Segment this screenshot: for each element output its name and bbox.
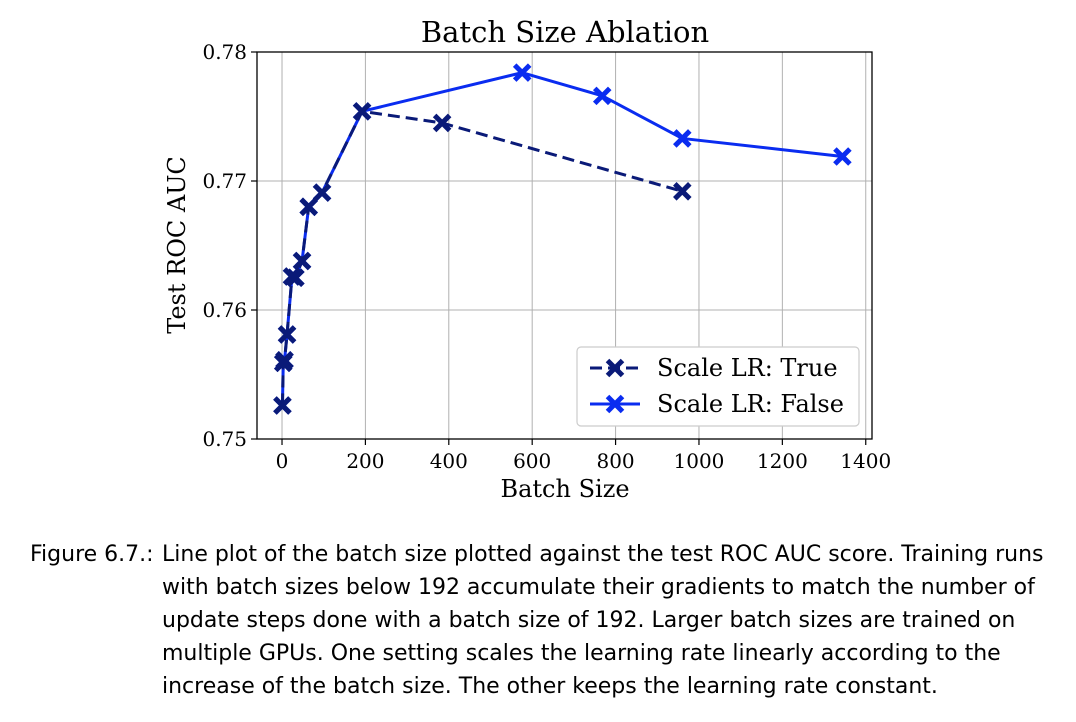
- x-tick-label: 1200: [757, 449, 808, 473]
- y-tick-label: 0.75: [202, 427, 247, 451]
- x-tick-label: 0: [276, 449, 289, 473]
- x-tick-label: 400: [430, 449, 468, 473]
- data-point: [432, 113, 452, 133]
- data-point: [275, 351, 294, 370]
- data-point: [312, 183, 332, 202]
- data-point: [292, 251, 312, 271]
- figure-caption: Figure 6.7.: Line plot of the batch size…: [30, 538, 1050, 703]
- data-point: [673, 129, 692, 148]
- y-axis-label: Test ROC AUC: [163, 156, 191, 334]
- y-tick-label: 0.76: [202, 298, 247, 322]
- x-tick-label: 1000: [674, 449, 725, 473]
- batch-size-chart: Batch Size Ablation 0 200 400 600 800 1000 120…: [163, 15, 891, 503]
- x-tick-label: 800: [596, 449, 634, 473]
- legend-label: Scale LR: True: [657, 354, 838, 382]
- legend-box: [576, 346, 860, 427]
- legend-item: Scale LR: False: [590, 390, 844, 418]
- data-point: [277, 325, 297, 344]
- data-point: [512, 63, 532, 82]
- data-point: [592, 86, 612, 106]
- legend-marker: [605, 358, 625, 378]
- data-point: [833, 147, 852, 166]
- legend: Scale LR: True Scale LR: False: [576, 346, 860, 427]
- x-axis-label: Batch Size: [500, 475, 629, 503]
- data-point: [299, 197, 318, 217]
- x-tick-label: 200: [346, 449, 384, 473]
- chart-title: Batch Size Ablation: [421, 15, 709, 49]
- caption-text: Line plot of the batch size plotted agai…: [162, 542, 1044, 699]
- series-line: [280, 71, 843, 406]
- plot-frame: [256, 51, 873, 440]
- data-point: [273, 396, 292, 415]
- series-scale-lr-true: [273, 102, 692, 415]
- legend-item: Scale LR: True: [590, 354, 838, 382]
- axis-ticks: 0 200 400 600 800 1000 1200 1400 0.75 0.76 0.77 0.7…: [202, 40, 891, 473]
- x-tick-label: 600: [513, 449, 551, 473]
- x-tick-label: 1400: [840, 449, 891, 473]
- legend-label: Scale LR: False: [657, 390, 844, 418]
- series-layer: [273, 63, 852, 415]
- data-point: [673, 182, 692, 201]
- caption-label: Figure 6.7.:: [30, 542, 154, 567]
- y-tick-label: 0.78: [202, 40, 247, 64]
- data-point: [352, 102, 372, 121]
- legend-marker: [605, 394, 625, 414]
- data-point: [286, 268, 305, 288]
- y-tick-label: 0.77: [202, 169, 247, 193]
